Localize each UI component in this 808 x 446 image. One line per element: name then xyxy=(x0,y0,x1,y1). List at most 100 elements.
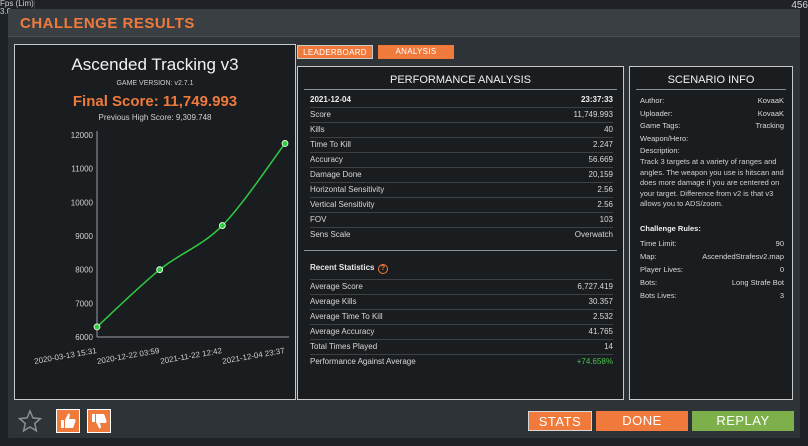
game-version: GAME VERSION: v2.7.1 xyxy=(116,80,194,87)
star-icon[interactable] xyxy=(17,409,43,433)
scenario-info-row: Author: KovaaK xyxy=(640,95,784,107)
row-separator xyxy=(310,182,613,183)
performance-row-label: FOV xyxy=(310,215,327,224)
scenario-info-row: Weapon/Hero: xyxy=(640,133,784,145)
performance-row-label: Kills xyxy=(310,125,325,134)
performance-row-value: 56.669 xyxy=(588,155,613,164)
row-separator xyxy=(310,197,613,198)
scenario-info-panel: SCENARIO INFO Author: KovaaK Uploader: Kova… xyxy=(629,66,793,400)
fps-readout: Fps (Lim) 3.0 xyxy=(0,0,34,16)
scenario-info-row: Uploader: KovaaK xyxy=(640,108,784,120)
recent-stat-value: +74.658% xyxy=(576,357,613,366)
recent-stat-value: 30.357 xyxy=(588,297,613,306)
section-divider xyxy=(304,250,617,251)
scenario-info-row: Description: xyxy=(640,145,784,157)
row-separator xyxy=(310,122,613,123)
performance-row-value: 40 xyxy=(604,125,613,134)
row-separator xyxy=(310,212,613,213)
performance-row: Sens Scale Overwatch xyxy=(310,228,613,242)
replay-button[interactable]: REPLAY xyxy=(692,411,794,431)
performance-row: Vertical Sensitivity 2.56 xyxy=(310,198,613,212)
y-tick-label: 11000 xyxy=(71,165,93,174)
challenge-rule-row: Player Lives: 0 xyxy=(640,264,784,276)
scenario-info-label: Description: xyxy=(640,146,680,155)
challenge-rule-label: Bots: xyxy=(640,278,658,287)
challenge-rule-value: 0 xyxy=(779,265,784,274)
recent-stat-label: Average Time To Kill xyxy=(310,312,383,321)
fps-readout-label: Fps (Lim) 3.0 xyxy=(0,0,34,16)
done-button[interactable]: DONE xyxy=(596,411,688,431)
score-data-point xyxy=(156,266,164,274)
x-tick-label: 2021-12-04 23:37 xyxy=(222,346,286,366)
y-tick-label: 6000 xyxy=(75,333,93,342)
heading-divider xyxy=(304,89,617,90)
recent-stat-row: Average Accuracy 41.765 xyxy=(310,325,613,339)
performance-row: Kills 40 xyxy=(310,123,613,137)
performance-row-label: Sens Scale xyxy=(310,230,351,239)
session-time: 23:37:33 xyxy=(580,95,613,104)
scenario-info-value: KovaaK xyxy=(757,96,784,105)
scenario-info-label: Uploader: xyxy=(640,108,673,118)
scenario-info-label: Author: xyxy=(640,96,665,105)
performance-row-label: Horizontal Sensitivity xyxy=(310,185,385,194)
scenario-info-label: Weapon/Hero: xyxy=(640,133,689,143)
y-tick-label: 7000 xyxy=(75,299,93,308)
performance-row: Time To Kill 2.247 xyxy=(310,138,613,152)
challenge-rule-value: 3 xyxy=(779,291,784,300)
thumbs-up-button[interactable] xyxy=(56,409,80,433)
row-separator xyxy=(310,309,613,310)
performance-row-label: Damage Done xyxy=(310,170,362,179)
row-separator xyxy=(310,339,613,340)
row-separator xyxy=(310,354,613,355)
performance-row-value: Overwatch xyxy=(574,230,613,239)
score-data-point xyxy=(218,222,226,229)
scenario-name: Ascended Tracking v3 xyxy=(71,55,239,74)
scenario-description: Track 3 targets at a variety of ranges a… xyxy=(640,157,784,208)
y-tick-label: 8000 xyxy=(75,266,93,275)
score-data-point xyxy=(281,140,289,147)
previous-high-score: Previous High Score: 9,309.748 xyxy=(98,113,212,122)
score-data-point xyxy=(93,323,101,331)
performance-panel: PERFORMANCE ANALYSIS 2021-12-04 23:37:33 S… xyxy=(297,66,624,400)
performance-date-row: 2021-12-04 23:37:33 xyxy=(310,93,613,107)
y-tick-label: 10000 xyxy=(71,198,94,207)
x-tick-label: 2021-11-22 12:42 xyxy=(159,346,223,366)
background-line xyxy=(34,0,35,9)
recent-stat-label: Performance Against Average xyxy=(310,357,416,366)
stats-button[interactable]: STATS xyxy=(528,411,592,431)
scenario-info-heading: SCENARIO INFO xyxy=(667,74,755,86)
performance-row-value: 103 xyxy=(599,215,613,224)
thumbs-down-icon xyxy=(92,414,107,429)
row-separator xyxy=(310,324,613,325)
score-history-chart: 6000 7000 8000 9000 10000 11000 12000 2020-03-1… xyxy=(34,131,289,366)
recent-stat-label: Average Kills xyxy=(310,297,357,306)
x-tick-label: 2020-03-13 15:31 xyxy=(34,346,98,366)
performance-row: Accuracy 56.669 xyxy=(310,153,613,167)
tab-analysis[interactable]: ANALYSIS xyxy=(378,45,454,59)
performance-row-value: 2.56 xyxy=(597,200,613,209)
challenge-rule-row: Bots Lives: 3 xyxy=(640,290,784,302)
heading-divider xyxy=(636,89,786,90)
row-separator xyxy=(310,227,613,228)
tab-leaderboard[interactable]: LEADERBOARD xyxy=(297,45,373,59)
performance-row-label: Time To Kill xyxy=(310,140,351,149)
scenario-info-value: Tracking xyxy=(755,121,784,130)
performance-row-label: Score xyxy=(310,110,331,119)
scenario-info-value: KovaaK xyxy=(757,108,784,118)
challenge-rule-label: Bots Lives: xyxy=(640,291,677,300)
challenge-rule-label: Map: xyxy=(640,252,657,261)
x-tick-label: 2020-12-22 03:59 xyxy=(96,346,160,366)
row-separator xyxy=(310,294,613,295)
challenge-rule-row: Map: AscendedStrafesv2.map xyxy=(640,251,784,263)
final-score: Final Score: 11,749.993 xyxy=(72,93,238,110)
question-icon[interactable]: ? xyxy=(378,264,388,274)
challenge-rule-row: Time Limit: 90 xyxy=(640,238,784,250)
challenge-rule-value: Long Strafe Bot xyxy=(731,278,784,287)
title-bar: CHALLENGE RESULTS xyxy=(8,9,800,37)
thumbs-down-button[interactable] xyxy=(87,409,111,433)
row-separator xyxy=(310,152,613,153)
recent-stat-label: Total Times Played xyxy=(310,342,378,351)
recent-stat-row: Average Time To Kill 2.532 xyxy=(310,310,613,324)
score-card: Ascended Tracking v3 GAME VERSION: v2.7.… xyxy=(14,44,296,400)
recent-stat-value: 6,727.419 xyxy=(577,282,613,291)
